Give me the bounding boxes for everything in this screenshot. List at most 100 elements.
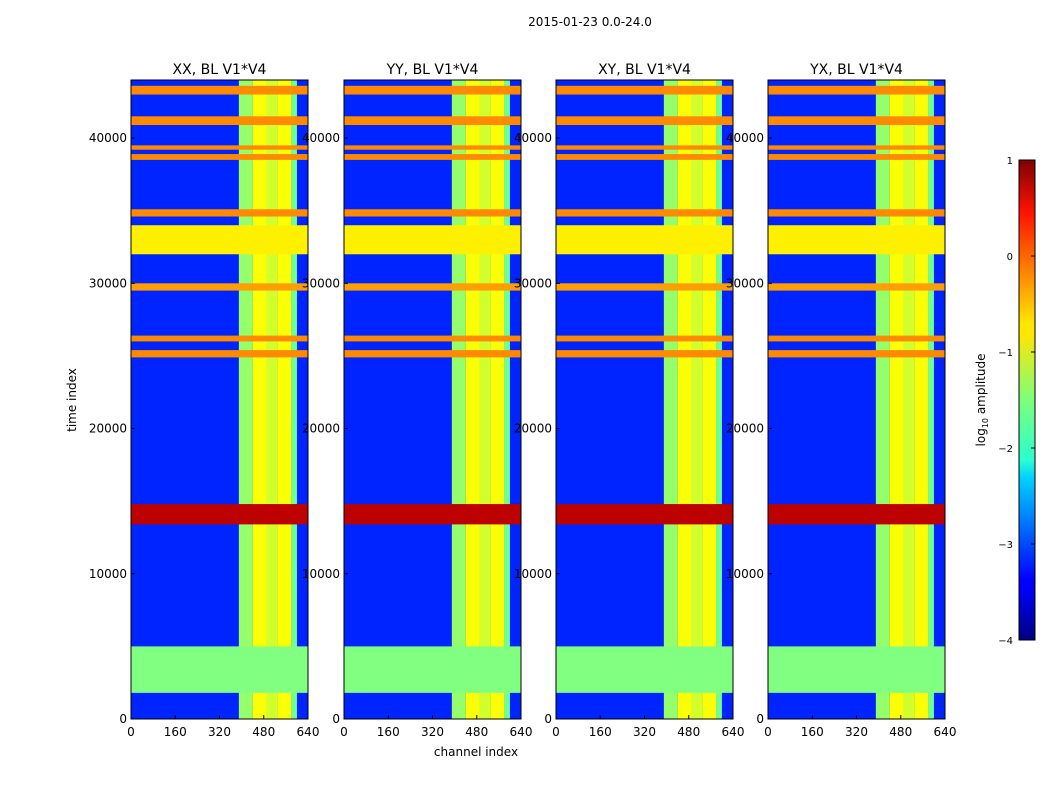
channel-band xyxy=(663,80,678,719)
channel-band xyxy=(277,80,292,719)
x-tick-label: 320 xyxy=(421,725,444,739)
x-tick-label: 480 xyxy=(889,725,912,739)
time-band xyxy=(768,225,945,255)
time-band xyxy=(131,145,308,150)
time-band xyxy=(344,283,521,291)
time-band xyxy=(131,85,308,95)
channel-band xyxy=(238,80,253,719)
time-band xyxy=(344,85,521,95)
channel-band xyxy=(465,80,480,719)
time-band xyxy=(131,116,308,126)
time-band xyxy=(556,283,733,291)
x-tick-label: 0 xyxy=(552,725,560,739)
y-tick-label: 30000 xyxy=(726,276,764,290)
y-tick-label: 20000 xyxy=(302,422,340,436)
time-band xyxy=(768,85,945,95)
heatmap-panel-4: YX, BL V1*V4 0 160 320 480 640 0 10000 20000 3000… xyxy=(726,62,957,739)
channel-band xyxy=(479,80,491,719)
channel-band xyxy=(677,80,692,719)
time-band xyxy=(556,335,733,342)
colorbar-label-sub: 10 xyxy=(981,418,990,428)
y-tick-label: 10000 xyxy=(302,567,340,581)
x-tick-label: 0 xyxy=(764,725,772,739)
colorbar: 10−1−2−3−4 log10 amplitude xyxy=(974,156,1036,647)
time-band xyxy=(131,646,308,693)
x-tick-label: 480 xyxy=(677,725,700,739)
y-tick-label: 0 xyxy=(544,712,552,726)
heatmap-panel-3: XY, BL V1*V4 0 160 320 480 640 0 10000 20000 3000… xyxy=(514,62,745,739)
y-tick-label: 20000 xyxy=(89,422,127,436)
time-band xyxy=(768,350,945,358)
time-band xyxy=(131,154,308,160)
x-tick-label: 640 xyxy=(722,725,745,739)
channel-band xyxy=(928,80,934,719)
time-band xyxy=(344,145,521,150)
y-tick-label: 40000 xyxy=(514,131,552,145)
time-band xyxy=(344,350,521,358)
time-band xyxy=(768,283,945,291)
panel-title: XX, BL V1*V4 xyxy=(173,62,267,78)
x-tick-label: 640 xyxy=(510,725,533,739)
channel-band xyxy=(716,80,722,719)
time-band xyxy=(344,209,521,217)
x-tick-label: 160 xyxy=(589,725,612,739)
heatmap-panel-2: YY, BL V1*V4 0 160 320 480 640 0 10000 20000 3000… xyxy=(302,62,533,739)
time-band xyxy=(131,225,308,255)
time-band xyxy=(131,504,308,525)
time-band xyxy=(131,209,308,217)
channel-band xyxy=(691,80,703,719)
colorbar-tick-label: −4 xyxy=(998,636,1013,647)
colorbar-gradient xyxy=(1018,159,1036,641)
time-band xyxy=(131,350,308,358)
x-tick-label: 160 xyxy=(801,725,824,739)
panel-title: YY, BL V1*V4 xyxy=(386,62,479,78)
figure-suptitle: 2015-01-23 0.0-24.0 xyxy=(528,15,652,29)
channel-band xyxy=(266,80,278,719)
time-band xyxy=(556,116,733,126)
time-band xyxy=(131,283,308,291)
time-band xyxy=(344,154,521,160)
time-band xyxy=(768,154,945,160)
x-tick-label: 320 xyxy=(845,725,868,739)
colorbar-ticks: 1 0 −1 −2 −3 −4 xyxy=(998,156,1035,647)
time-band xyxy=(556,209,733,217)
time-band xyxy=(768,116,945,126)
channel-band xyxy=(914,80,929,719)
channel-band xyxy=(490,80,505,719)
x-tick-label: 640 xyxy=(297,725,320,739)
colorbar-tick-label: −1 xyxy=(998,348,1013,359)
y-tick-label: 20000 xyxy=(726,422,764,436)
colorbar-label: log10 amplitude xyxy=(974,354,990,447)
time-band xyxy=(344,335,521,342)
time-band xyxy=(768,504,945,525)
time-band xyxy=(344,504,521,525)
colorbar-tick-label: −3 xyxy=(998,540,1013,551)
time-band xyxy=(556,225,733,255)
x-tick-label: 480 xyxy=(465,725,488,739)
y-tick-label: 30000 xyxy=(89,276,127,290)
x-tick-label: 320 xyxy=(208,725,231,739)
x-tick-label: 640 xyxy=(934,725,957,739)
channel-band xyxy=(889,80,904,719)
time-band xyxy=(768,646,945,693)
colorbar-label-rest: amplitude xyxy=(974,354,988,418)
y-tick-label: 20000 xyxy=(514,422,552,436)
y-tick-label: 40000 xyxy=(89,131,127,145)
x-tick-label: 0 xyxy=(127,725,135,739)
x-tick-label: 160 xyxy=(377,725,400,739)
time-band xyxy=(768,335,945,342)
time-band xyxy=(131,335,308,342)
x-tick-label: 0 xyxy=(340,725,348,739)
colorbar-tick-label: 0 xyxy=(1007,252,1013,263)
y-tick-label: 10000 xyxy=(514,567,552,581)
time-band xyxy=(344,225,521,255)
panels: XX, BL V1*V4 0 160 320 480 640 0 10000 20000 3000… xyxy=(89,62,957,739)
channel-band xyxy=(291,80,297,719)
y-axis-label: time index xyxy=(65,368,79,432)
channel-band xyxy=(702,80,717,719)
time-band xyxy=(556,154,733,160)
time-band xyxy=(344,116,521,126)
channel-band xyxy=(504,80,510,719)
panel-title: XY, BL V1*V4 xyxy=(598,62,691,78)
